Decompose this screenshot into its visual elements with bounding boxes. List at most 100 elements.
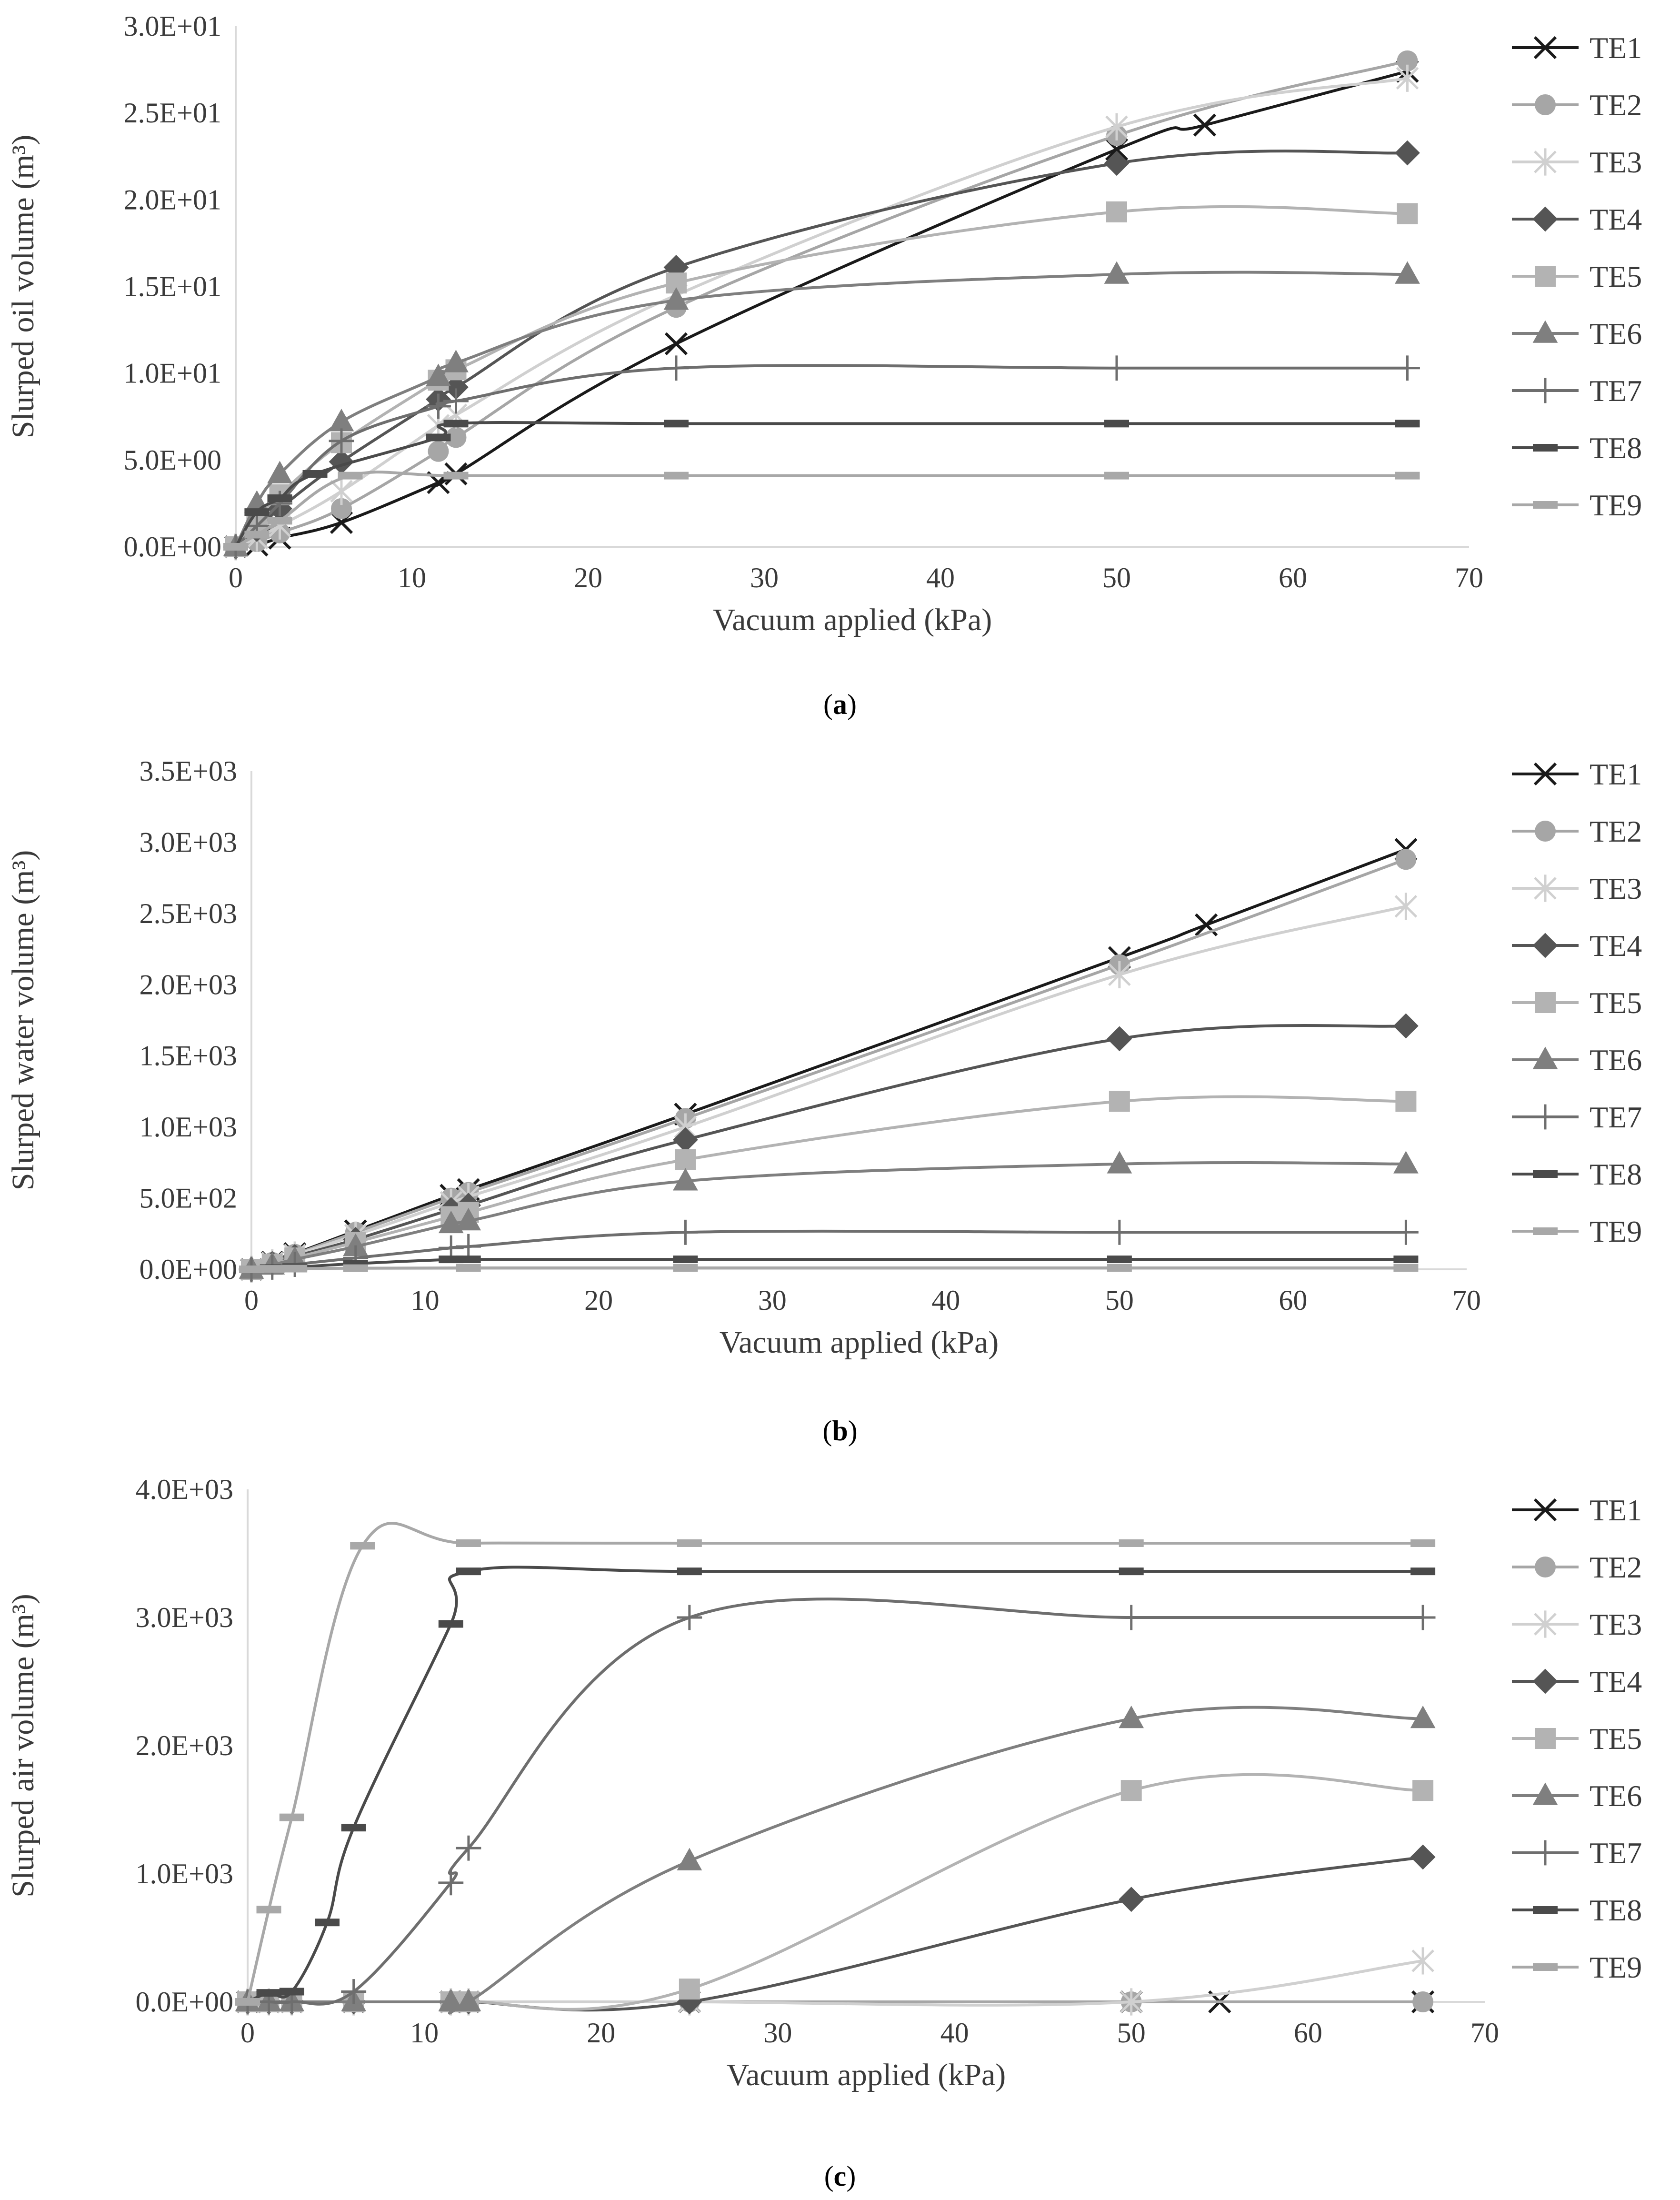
x-tick-label: 30	[750, 562, 779, 593]
data-point	[1119, 1539, 1144, 1547]
legend-marker	[1532, 206, 1558, 232]
legend-label: TE1	[1590, 31, 1642, 65]
x-tick-label: 70	[1470, 2017, 1499, 2049]
y-tick-label: 2.5E+01	[124, 97, 222, 129]
series-line-te7	[251, 1229, 1406, 1271]
series-te9	[223, 471, 1420, 551]
data-point	[1397, 203, 1418, 224]
data-point	[1395, 849, 1417, 870]
legend-item-te3: TE3	[1512, 145, 1642, 179]
x-tick-label: 70	[1455, 562, 1483, 593]
x-tick-label: 60	[1294, 2017, 1322, 2049]
data-point	[1106, 201, 1127, 222]
caption-c: (c)	[824, 2160, 856, 2192]
data-point	[267, 517, 292, 525]
legend-item-te4: TE4	[1512, 1665, 1642, 1698]
x-tick-label: 50	[1102, 562, 1131, 593]
legend-item-te4: TE4	[1512, 929, 1642, 963]
data-point	[1107, 1264, 1132, 1272]
data-point	[1120, 1780, 1142, 1801]
series-line-te8	[247, 1566, 1423, 2003]
legend-marker	[1535, 94, 1556, 115]
data-point	[343, 1264, 368, 1272]
legend-marker	[1535, 821, 1556, 842]
series-te7	[239, 1219, 1419, 1282]
data-point	[438, 1210, 464, 1234]
data-point	[438, 1620, 463, 1628]
data-point	[267, 494, 292, 502]
y-tick-label: 3.0E+03	[136, 1602, 234, 1633]
data-point	[443, 374, 469, 400]
data-point	[445, 427, 467, 448]
data-point	[664, 420, 689, 428]
y-tick-label: 0.0E+00	[136, 1986, 234, 2018]
data-point	[235, 1998, 260, 2006]
y-axis-title: Slurped oil volume (m³)	[6, 135, 40, 439]
series-te6	[223, 261, 1420, 556]
series-line-te8	[234, 421, 1408, 548]
y-tick-label: 3.0E+03	[140, 826, 238, 858]
caption-b: (b)	[822, 1415, 858, 1447]
data-point	[456, 1234, 481, 1259]
data-point	[329, 409, 354, 432]
data-point	[1410, 1605, 1436, 1630]
data-point	[1410, 1706, 1436, 1728]
data-point	[675, 1149, 696, 1170]
legend-marker	[1532, 378, 1558, 403]
data-point	[1104, 151, 1130, 176]
series-line-te1	[235, 70, 1408, 548]
series-te8	[235, 1566, 1436, 2006]
x-tick-label: 20	[574, 562, 602, 593]
x-tick-label: 60	[1279, 1285, 1307, 1316]
y-tick-label: 1.5E+03	[140, 1040, 238, 1072]
data-point	[1119, 1567, 1144, 1576]
data-point	[223, 543, 248, 551]
data-point	[302, 470, 328, 478]
legend-item-te6: TE6	[1512, 1779, 1642, 1813]
legend-marker	[1533, 1498, 1557, 1522]
legend-item-te9: TE9	[1512, 1215, 1642, 1248]
data-point	[1393, 1151, 1419, 1174]
data-point	[1395, 261, 1420, 284]
legend-label: TE5	[1590, 1722, 1642, 1756]
data-point	[260, 1265, 285, 1273]
data-point	[1107, 1026, 1132, 1052]
legend-marker	[1534, 1610, 1557, 1638]
data-point	[282, 1265, 308, 1273]
data-point	[1411, 1947, 1434, 1975]
data-point	[256, 1906, 281, 1914]
series-line-te9	[251, 1266, 1406, 1271]
x-axis-title: Vacuum applied (kPa)	[713, 603, 992, 637]
y-tick-label: 1.5E+01	[124, 271, 222, 302]
data-point	[1104, 420, 1129, 428]
series-line-te6	[251, 1161, 1406, 1271]
y-tick-label: 1.0E+01	[124, 358, 222, 389]
legend-marker	[1532, 933, 1558, 958]
series-te8	[239, 1256, 1419, 1273]
x-tick-label: 10	[398, 562, 426, 593]
data-point	[663, 355, 689, 381]
data-point	[350, 1542, 375, 1550]
y-tick-label: 0.0E+00	[124, 531, 222, 563]
legend-marker	[1533, 1227, 1558, 1235]
legend-marker	[1532, 1668, 1558, 1694]
legend-label: TE9	[1590, 1215, 1642, 1248]
legend-label: TE7	[1590, 1100, 1642, 1134]
data-point	[456, 1256, 481, 1264]
legend-label: TE9	[1590, 488, 1642, 522]
data-point	[1193, 113, 1217, 137]
chart-panel-a: 0.0E+00 5.0E+00 1.0E+01 1.5E+01 2.0E+01 2.5E+…	[0, 0, 1680, 726]
series-line-te5	[247, 1773, 1423, 2011]
data-point	[673, 1264, 698, 1272]
y-tick-label: 5.0E+00	[124, 444, 222, 476]
data-point	[456, 1264, 481, 1272]
data-point	[673, 1256, 698, 1264]
series-line-te7	[234, 364, 1408, 548]
series-te5	[237, 1773, 1434, 2012]
legend-label: TE5	[1590, 260, 1642, 293]
data-point	[1107, 1219, 1132, 1245]
air-volume-chart: 0.0E+00 1.0E+03 2.0E+03 3.0E+03 4.0E+03 0 10 20…	[6, 1474, 1642, 2092]
data-point	[338, 472, 363, 480]
data-point	[1104, 355, 1130, 381]
legend-marker	[1534, 874, 1557, 902]
